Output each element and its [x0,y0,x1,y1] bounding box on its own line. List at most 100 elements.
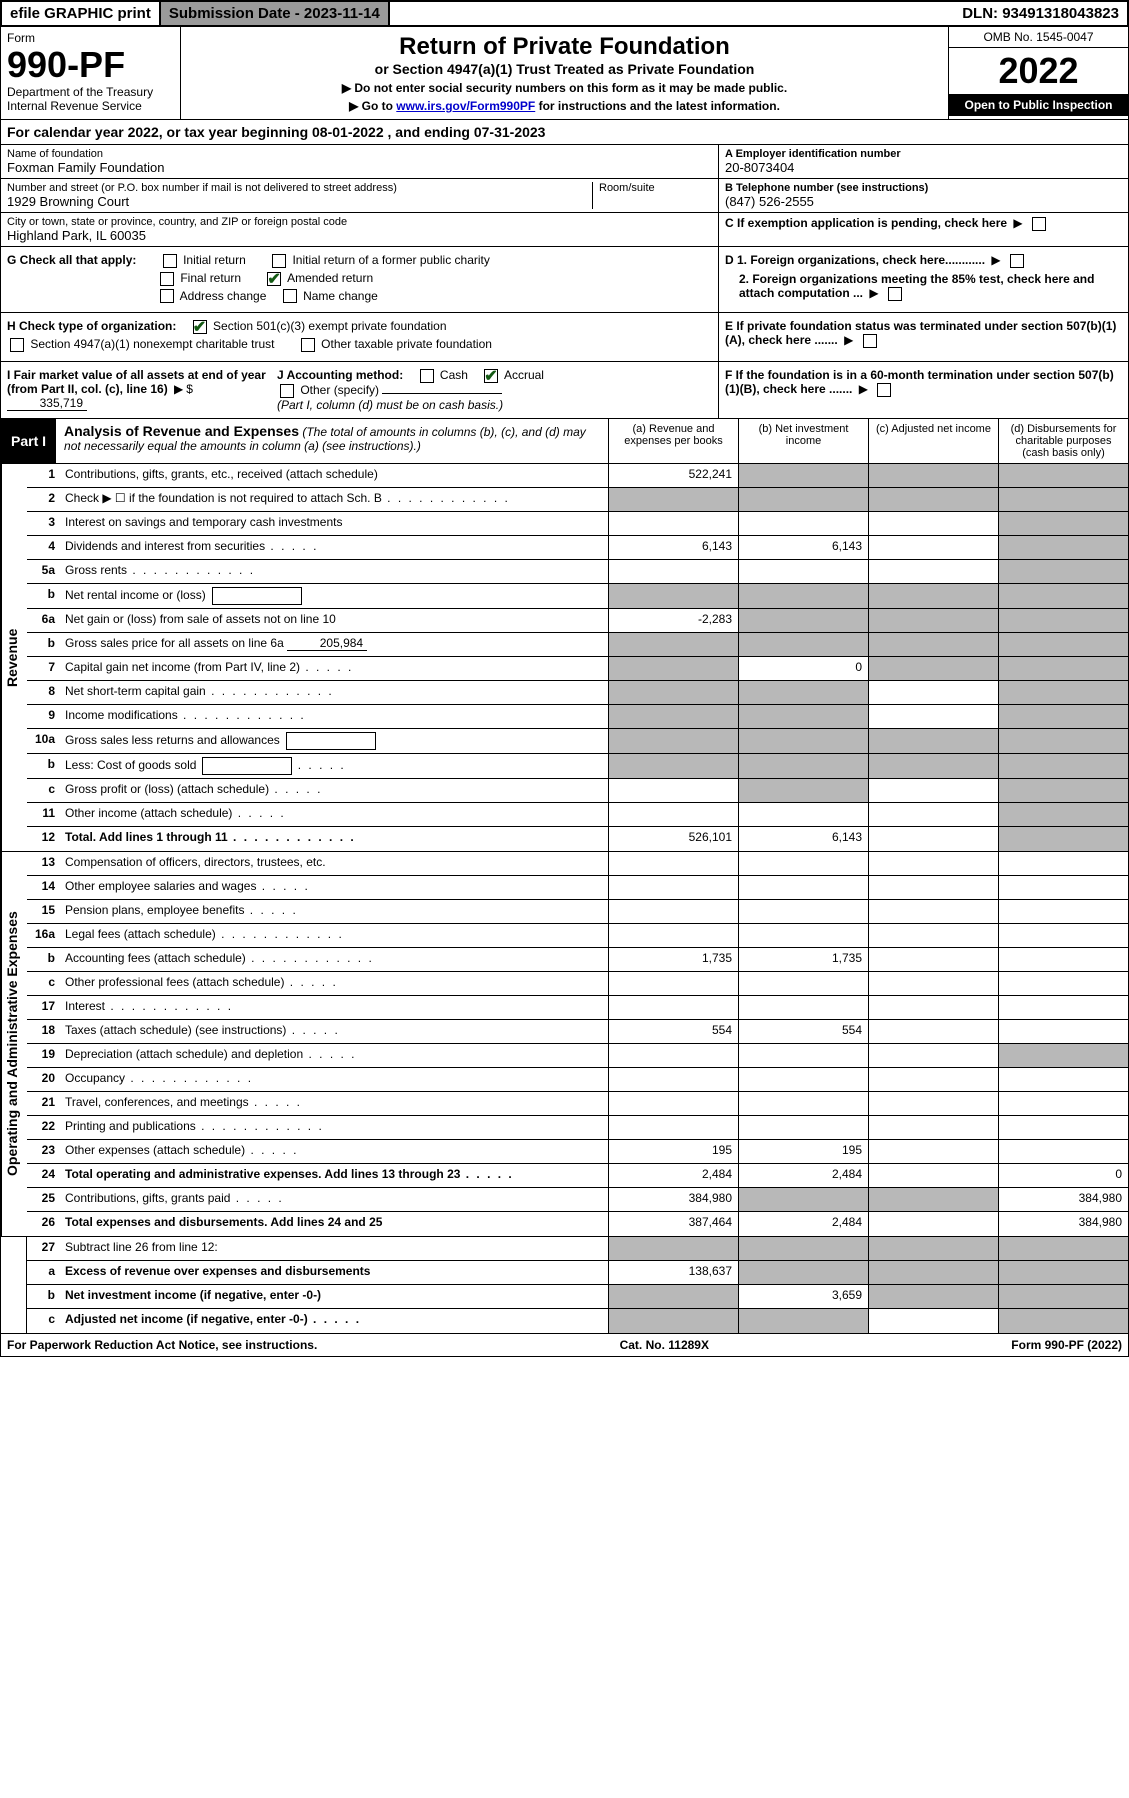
cash-label: Cash [440,368,468,382]
dln-label: DLN: 93491318043823 [954,2,1127,25]
arrow-icon: ▶ [844,333,853,347]
phone-value: (847) 526-2555 [725,194,1122,209]
row-26: 26Total expenses and disbursements. Add … [27,1212,1128,1236]
initial-return-label: Initial return [183,253,246,267]
row-5a: 5aGross rents [27,560,1128,584]
phone-label: B Telephone number (see instructions) [725,182,1122,194]
part1-header: Part I Analysis of Revenue and Expenses … [0,419,1129,464]
header-left: Form 990-PF Department of the Treasury I… [1,27,181,119]
d2-checkbox[interactable] [888,287,902,301]
r12-a: 526,101 [608,827,738,851]
address-change-checkbox[interactable] [160,289,174,303]
address-change-label: Address change [180,289,267,303]
cogs-box [202,757,292,775]
irs-link[interactable]: www.irs.gov/Form990PF [396,99,535,113]
col-d-head: (d) Disbursements for charitable purpose… [998,419,1128,463]
i-label: I Fair market value of all assets at end… [7,368,266,396]
row-3: 3Interest on savings and temporary cash … [27,512,1128,536]
org-info-right: A Employer identification number 20-8073… [718,145,1128,246]
accrual-checkbox[interactable] [484,369,498,383]
final-return-label: Final return [180,271,241,285]
expenses-table: Operating and Administrative Expenses 13… [0,852,1129,1237]
d1-checkbox[interactable] [1010,254,1024,268]
h-label: H Check type of organization: [7,319,176,333]
form-ref: Form 990-PF (2022) [1011,1338,1122,1352]
f-checkbox[interactable] [877,383,891,397]
r24-b: 2,484 [738,1164,868,1187]
initial-former-checkbox[interactable] [272,254,286,268]
city-label: City or town, state or province, country… [7,216,712,228]
initial-former-label: Initial return of a former public charit… [292,253,489,267]
other-taxable-checkbox[interactable] [301,338,315,352]
note-link-line: ▶ Go to www.irs.gov/Form990PF for instru… [187,99,942,113]
top-bar: efile GRAPHIC print Submission Date - 20… [0,0,1129,27]
form-title: Return of Private Foundation [187,33,942,61]
e-checkbox[interactable] [863,334,877,348]
row-16b: bAccounting fees (attach schedule)1,7351… [27,948,1128,972]
j-note: (Part I, column (d) must be on cash basi… [277,398,712,412]
form-number: 990-PF [7,47,174,83]
paperwork-notice: For Paperwork Reduction Act Notice, see … [7,1338,317,1352]
form-subtitle: or Section 4947(a)(1) Trust Treated as P… [187,61,942,77]
arrow-icon: ▶ [859,382,868,396]
row-4: 4Dividends and interest from securities6… [27,536,1128,560]
submission-date: Submission Date - 2023-11-14 [161,2,390,25]
form-footer: For Paperwork Reduction Act Notice, see … [0,1334,1129,1357]
name-change-checkbox[interactable] [283,289,297,303]
arrow-icon: ▶ [991,253,1000,267]
row-10b: bLess: Cost of goods sold [27,754,1128,779]
irs-label: Internal Revenue Service [7,99,174,113]
r6b-val: 205,984 [287,636,367,651]
cash-checkbox[interactable] [420,369,434,383]
row-13: 13Compensation of officers, directors, t… [27,852,1128,876]
h-section: H Check type of organization: Section 50… [1,313,718,361]
s4947-checkbox[interactable] [10,338,24,352]
r16b-a: 1,735 [608,948,738,971]
line27-table: 27Subtract line 26 from line 12: aExcess… [0,1237,1129,1334]
r27a-a: 138,637 [608,1261,738,1284]
i-j-f-row: I Fair market value of all assets at end… [0,362,1129,419]
row-6b: bGross sales price for all assets on lin… [27,633,1128,657]
header-center: Return of Private Foundation or Section … [181,27,948,119]
arrow-icon: ▶ [869,286,878,300]
name-cell: Name of foundation Foxman Family Foundat… [1,145,718,179]
r6a-a: -2,283 [608,609,738,632]
other-method-label: Other (specify) [300,383,379,397]
other-method-checkbox[interactable] [280,384,294,398]
r18-b: 554 [738,1020,868,1043]
row-11: 11Other income (attach schedule) [27,803,1128,827]
header-right: OMB No. 1545-0047 2022 Open to Public In… [948,27,1128,119]
ein-value: 20-8073404 [725,160,1122,175]
c-checkbox[interactable] [1032,217,1046,231]
fmv-value: 335,719 [7,396,87,411]
other-taxable-label: Other taxable private foundation [321,337,492,351]
row-9: 9Income modifications [27,705,1128,729]
amended-return-checkbox[interactable] [267,272,281,286]
name-change-label: Name change [303,289,378,303]
initial-return-checkbox[interactable] [163,254,177,268]
name-label: Name of foundation [7,148,712,160]
amended-return-label: Amended return [287,271,373,285]
row-10c: cGross profit or (loss) (attach schedule… [27,779,1128,803]
r18-a: 554 [608,1020,738,1043]
city-state-zip: Highland Park, IL 60035 [7,228,712,243]
final-return-checkbox[interactable] [160,272,174,286]
row-16a: 16aLegal fees (attach schedule) [27,924,1128,948]
gross-sales-box [286,732,376,750]
part1-badge: Part I [1,419,56,463]
row-22: 22Printing and publications [27,1116,1128,1140]
col-b-head: (b) Net investment income [738,419,868,463]
g-d-row: G Check all that apply: Initial return I… [0,247,1129,313]
e-label: E If private foundation status was termi… [725,319,1116,347]
r25-d: 384,980 [998,1188,1128,1211]
tax-year: 2022 [949,48,1128,94]
row-27: 27Subtract line 26 from line 12: [27,1237,1128,1261]
city-cell: City or town, state or province, country… [1,213,718,246]
omb-number: OMB No. 1545-0047 [949,27,1128,48]
r25-a: 384,980 [608,1188,738,1211]
s501c3-checkbox[interactable] [193,320,207,334]
col-c-head: (c) Adjusted net income [868,419,998,463]
row-17: 17Interest [27,996,1128,1020]
s501c3-label: Section 501(c)(3) exempt private foundat… [213,319,446,333]
r27b-b: 3,659 [738,1285,868,1308]
